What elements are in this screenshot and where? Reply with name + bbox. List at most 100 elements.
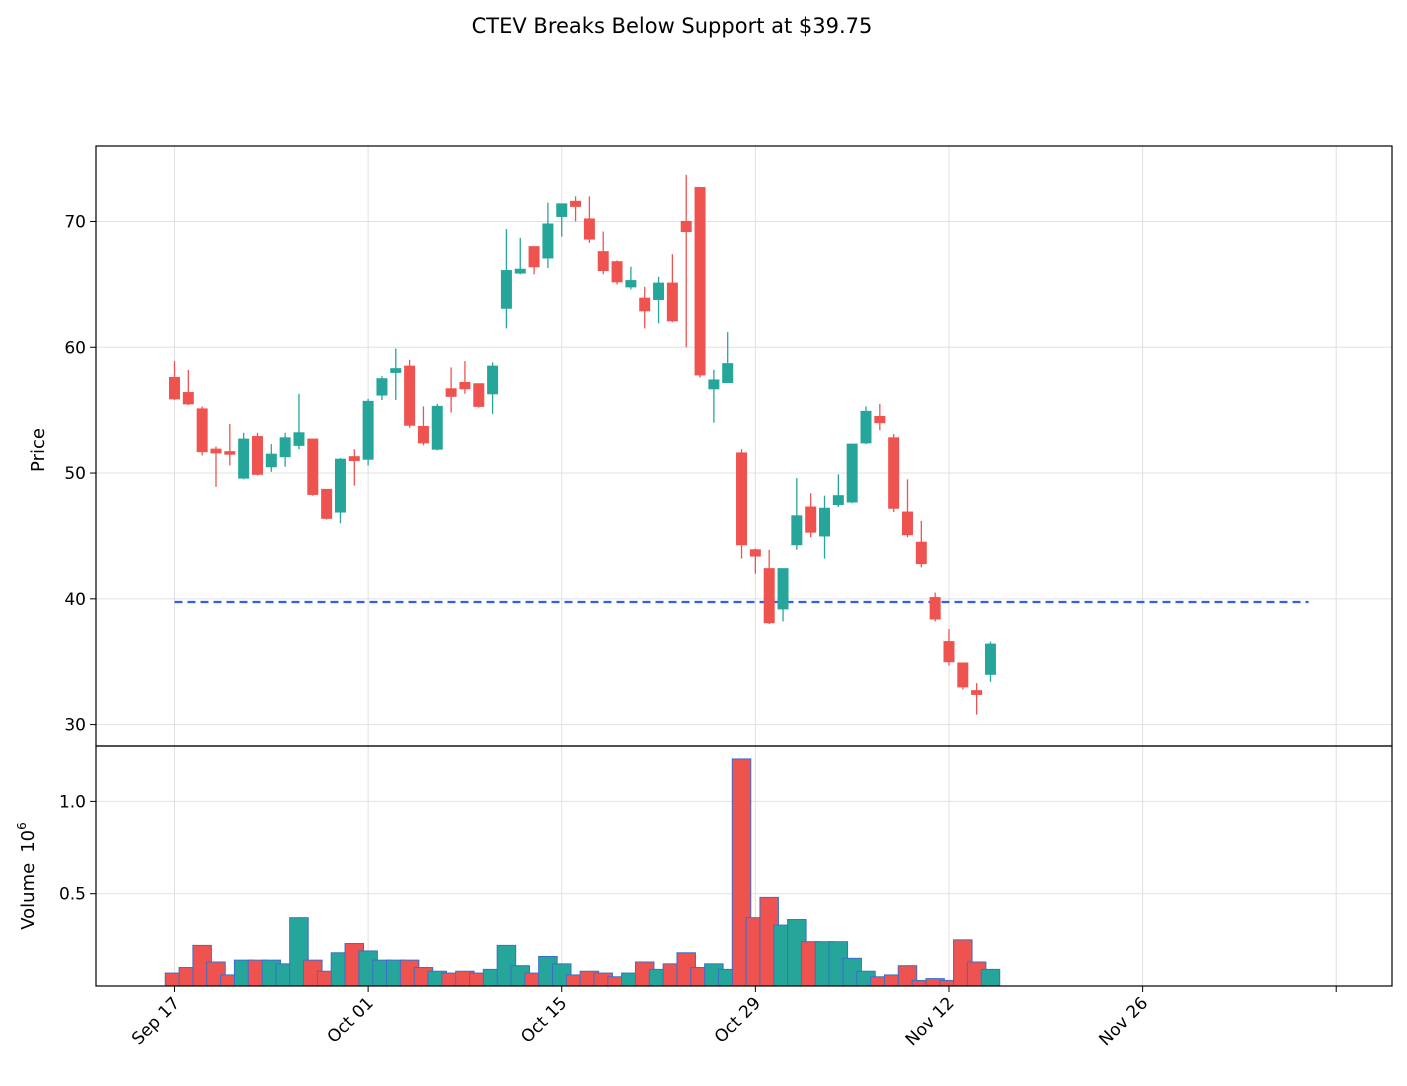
candle-body <box>307 438 319 495</box>
candle-body <box>888 437 900 509</box>
candle <box>984 641 996 682</box>
candle <box>473 383 485 408</box>
candle <box>210 446 222 487</box>
candle <box>321 488 333 520</box>
candle <box>791 478 803 550</box>
candle <box>390 348 402 401</box>
candle <box>224 423 236 466</box>
candle <box>238 432 250 480</box>
candle <box>653 276 665 324</box>
candle <box>583 196 595 243</box>
candle-body <box>570 200 582 207</box>
candle-body <box>805 506 817 533</box>
candle <box>404 359 416 428</box>
candle-body <box>597 251 609 272</box>
candle-body <box>376 378 388 396</box>
candle <box>625 266 637 290</box>
volume-axis-label-group: Volume106 <box>15 822 39 930</box>
candle-body <box>390 368 402 373</box>
candle <box>846 443 858 504</box>
candle-body <box>680 220 692 233</box>
candle-body <box>819 507 831 537</box>
price-tick-label: 70 <box>64 212 86 232</box>
candle <box>459 361 471 394</box>
x-axis-ticks: Sep 17 Oct 01 Oct 15 Oct 29 Nov 12 Nov 26 <box>128 986 1337 1050</box>
candle-body <box>694 187 706 376</box>
candle <box>901 479 913 538</box>
candle-body <box>749 549 761 557</box>
volume-axes-frame <box>95 745 1393 987</box>
candle <box>362 398 374 466</box>
chart-title: CTEV Breaks Below Support at $39.75 <box>472 14 873 38</box>
candle-body <box>791 515 803 546</box>
candle-body <box>542 223 554 259</box>
candle-body <box>957 662 969 688</box>
candle <box>251 432 263 476</box>
candle-body <box>528 246 540 268</box>
candle <box>431 403 443 451</box>
candle-body <box>473 383 485 407</box>
candle-body <box>556 203 568 217</box>
candle-body <box>583 218 595 240</box>
candle <box>528 246 540 275</box>
candle <box>749 548 761 574</box>
candle-body <box>639 297 651 312</box>
candle <box>929 592 941 622</box>
candle <box>348 449 360 486</box>
candle <box>915 520 927 568</box>
price-tick-label: 30 <box>64 716 86 736</box>
candle-body <box>929 597 941 620</box>
candle <box>307 438 319 496</box>
x-tick-label: Oct 29 <box>711 993 765 1047</box>
candle-body <box>417 426 429 444</box>
candle-body <box>777 568 789 610</box>
candle <box>971 683 983 715</box>
candle <box>500 229 512 329</box>
x-tick-label: Oct 15 <box>517 993 571 1047</box>
candle <box>666 254 678 323</box>
candle-body <box>293 432 305 446</box>
candle-body <box>196 408 208 453</box>
candle-body <box>653 282 665 300</box>
x-tick-label: Oct 01 <box>324 993 378 1047</box>
candle-body <box>625 280 637 288</box>
volume-y-ticks: 0.5 1.0 <box>59 792 96 905</box>
candle-body <box>901 511 913 536</box>
candle-body <box>832 495 844 505</box>
candle <box>279 432 291 467</box>
candle-body <box>182 392 194 405</box>
price-axis-label: Price <box>28 428 49 472</box>
candles-layer <box>169 174 996 715</box>
candle <box>445 367 457 413</box>
volume-bar <box>980 968 1001 987</box>
candle <box>417 406 429 446</box>
candle-body <box>487 365 499 395</box>
candle-body <box>874 415 886 424</box>
x-tick-label: Nov 12 <box>902 993 959 1050</box>
candle-body <box>251 436 263 475</box>
candle <box>542 202 554 269</box>
candle-body <box>169 376 180 400</box>
x-tick-label: Nov 26 <box>1095 993 1152 1050</box>
candle <box>722 332 734 383</box>
candle-body <box>500 270 512 309</box>
candle-body <box>431 405 443 450</box>
candle <box>597 231 609 275</box>
candle-body <box>971 690 983 695</box>
candle-body <box>514 268 526 274</box>
candle-body <box>943 641 955 663</box>
candle-body <box>860 410 872 444</box>
candle <box>639 286 651 329</box>
candle-body <box>404 365 416 426</box>
price-y-ticks: 30 40 50 60 70 <box>64 212 96 736</box>
candle-body <box>459 381 471 390</box>
candle <box>777 568 789 622</box>
candle <box>819 495 831 559</box>
volume-bars-layer <box>164 758 1001 987</box>
candle <box>860 406 872 445</box>
candle <box>763 549 775 624</box>
candle-body <box>238 438 250 479</box>
candle <box>957 662 969 690</box>
candle <box>265 444 277 472</box>
